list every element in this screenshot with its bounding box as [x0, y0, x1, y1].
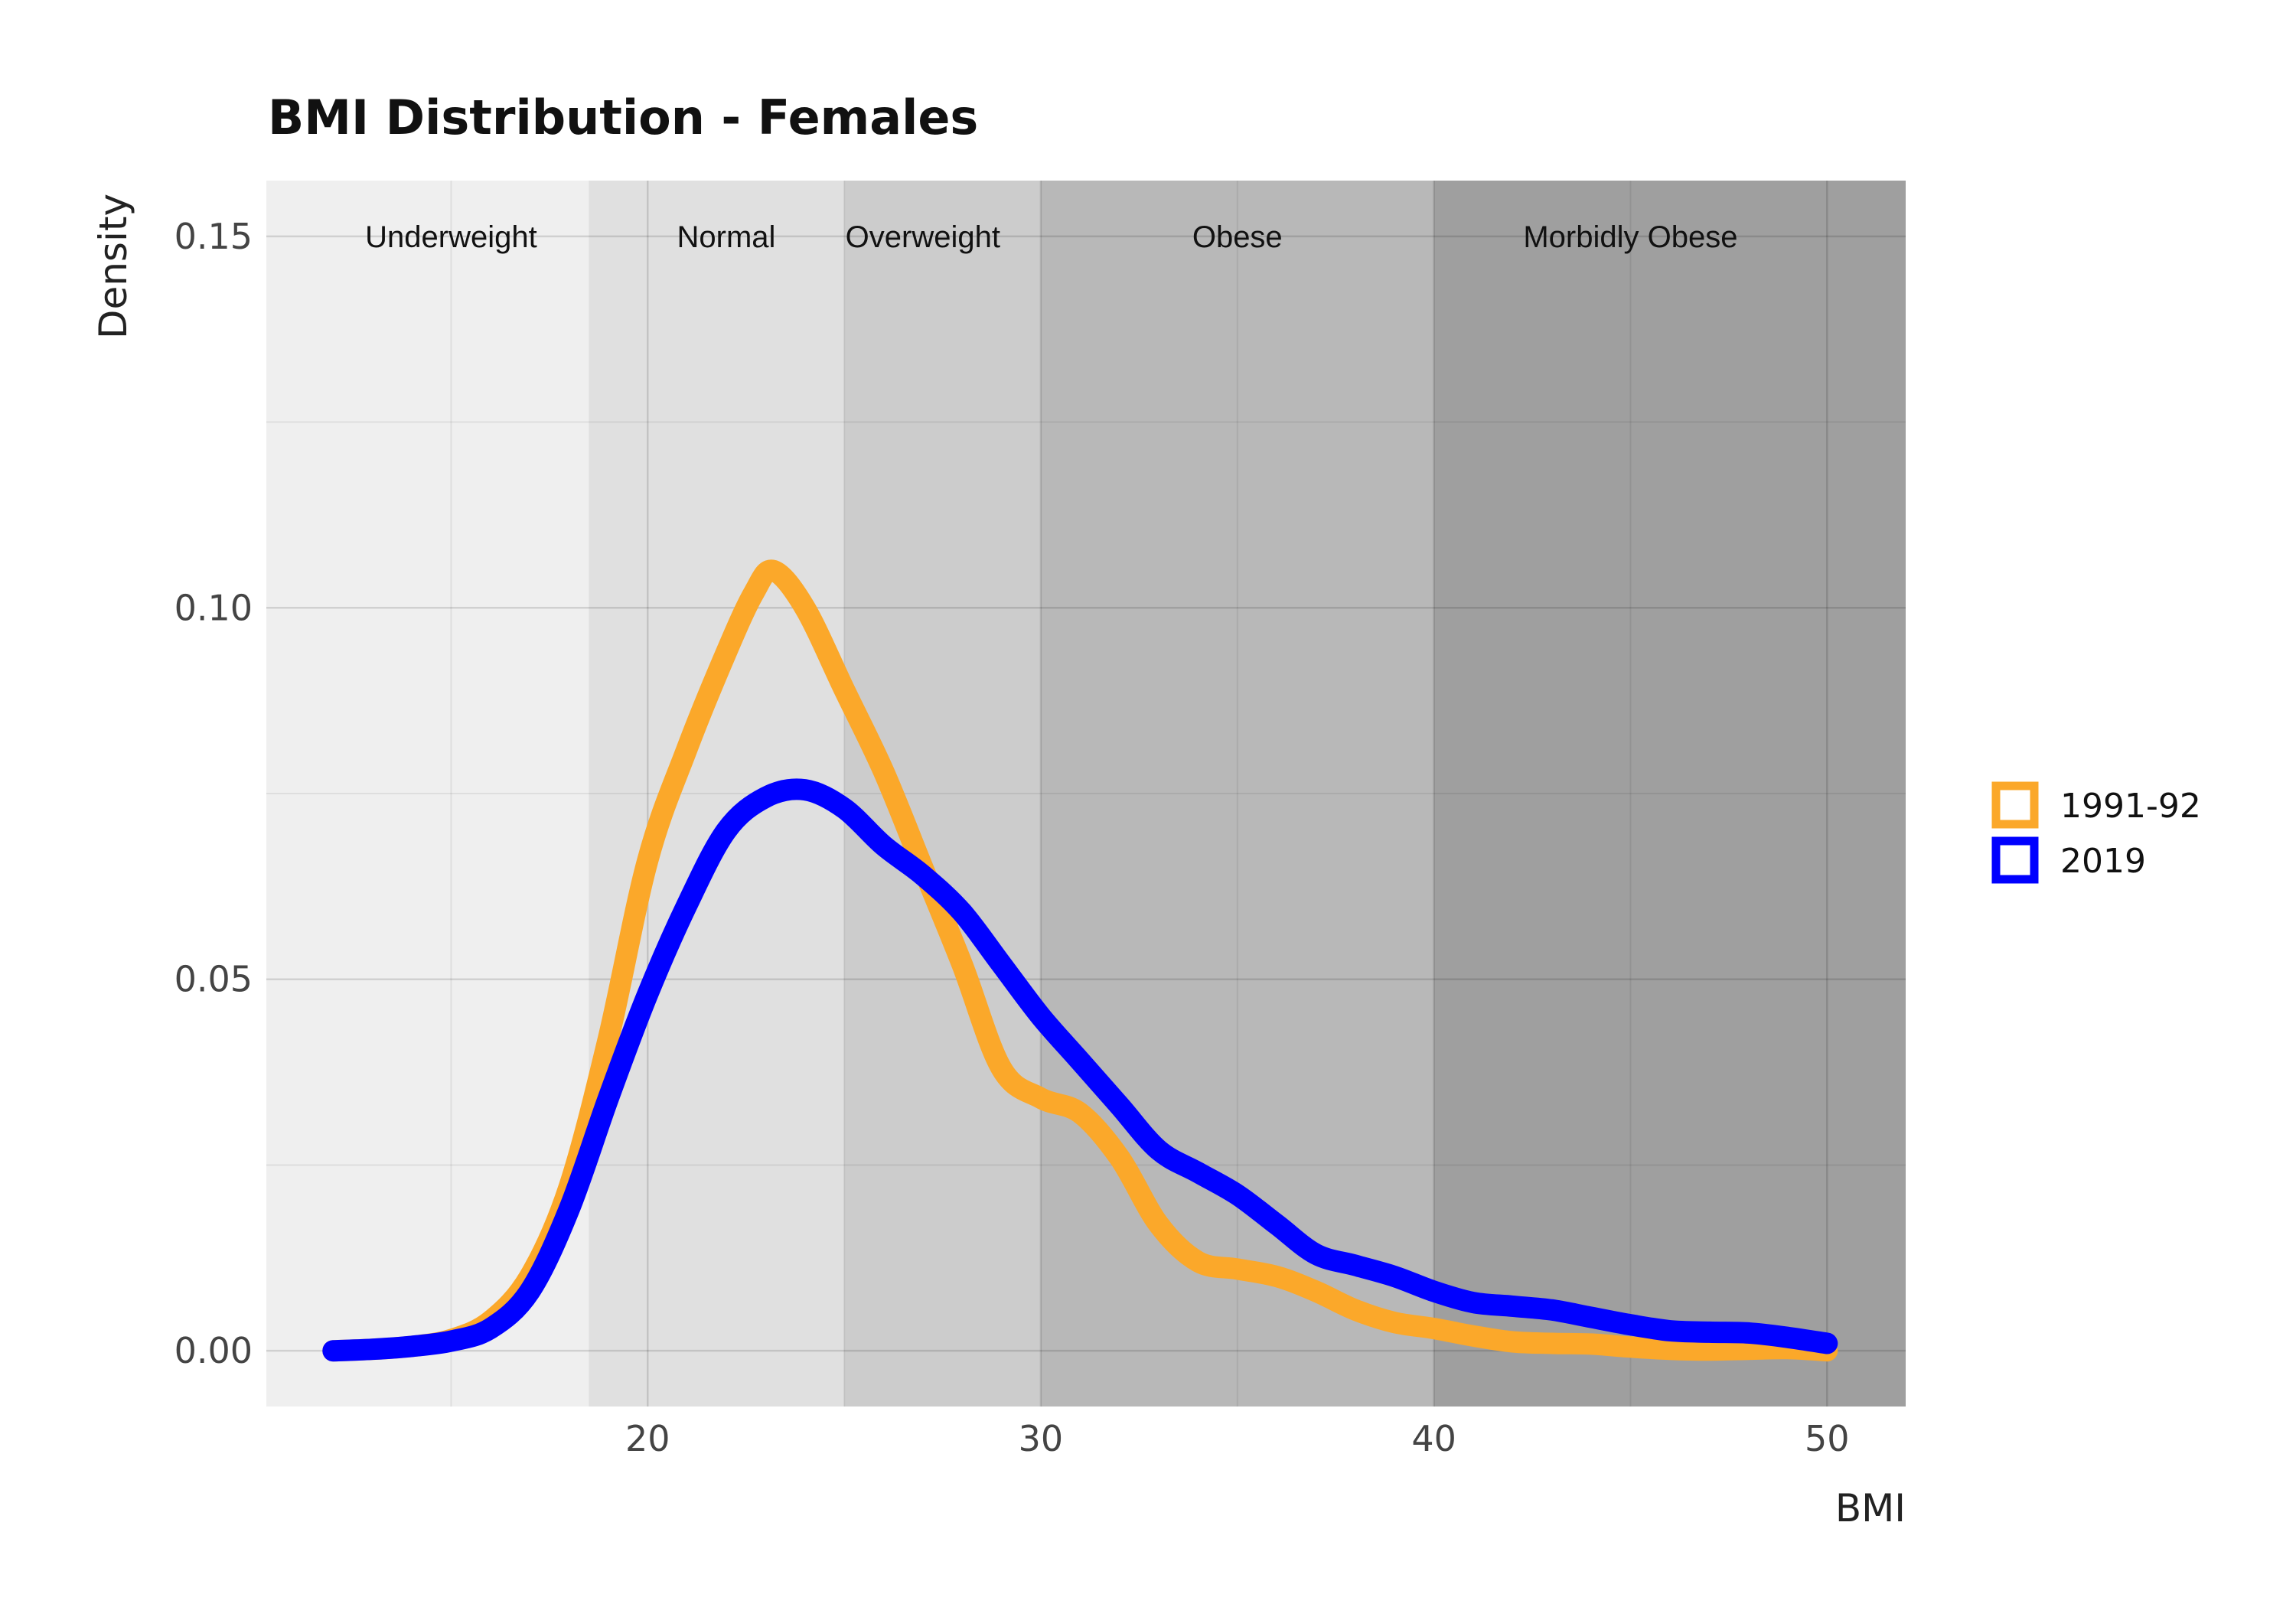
legend-key — [1991, 836, 2039, 884]
legend-key — [1991, 781, 2039, 829]
y-tick-label: 0.00 — [174, 1330, 253, 1371]
x-tick-label: 50 — [1805, 1418, 1850, 1459]
y-axis-ticks: 0.00 0.05 0.10 0.15 — [174, 216, 253, 1371]
series-line-0 — [322, 559, 1838, 1362]
band-label: Overweight — [846, 220, 1000, 254]
band-label: Obese — [1192, 220, 1283, 254]
y-tick-label: 0.10 — [174, 587, 253, 628]
legend-label: 2019 — [2060, 842, 2146, 881]
y-axis-title: Density — [91, 194, 135, 339]
legend: 1991-92 2019 — [1991, 781, 2201, 884]
chart-title: BMI Distribution - Females — [268, 90, 978, 145]
legend-label: 1991-92 — [2060, 787, 2201, 826]
band-4 — [1433, 181, 1906, 1407]
x-tick-label: 40 — [1411, 1418, 1456, 1459]
band-2 — [844, 181, 1041, 1407]
series-lines — [322, 559, 1838, 1362]
band-labels: Underweight Normal Overweight Obese Morbidly… — [365, 220, 1737, 254]
series-line-1 — [322, 778, 1838, 1362]
x-tick-label: 30 — [1019, 1418, 1064, 1459]
y-tick-label: 0.15 — [174, 216, 253, 257]
band-0 — [266, 181, 589, 1407]
grid — [266, 181, 1906, 1407]
y-tick-label: 0.05 — [174, 959, 253, 1000]
x-tick-label: 20 — [625, 1418, 670, 1459]
band-label: Morbidly Obese — [1523, 220, 1737, 254]
x-axis-ticks: 20 30 40 50 — [625, 1418, 1850, 1459]
band-label: Underweight — [365, 220, 537, 254]
x-axis-title: BMI — [1835, 1486, 1906, 1530]
band-label: Normal — [677, 220, 776, 254]
